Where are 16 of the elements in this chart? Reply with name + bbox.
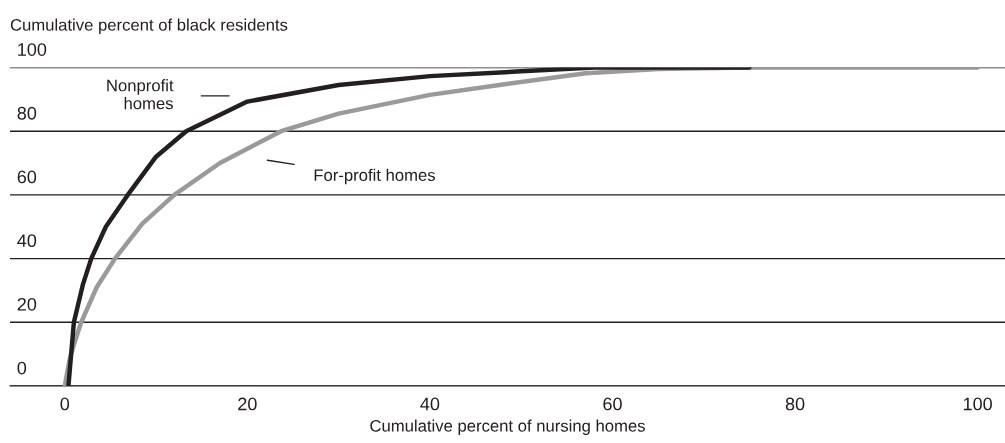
- x-tick-label: 40: [420, 397, 440, 411]
- y-tick-label: 40: [17, 234, 37, 248]
- y-tick-label: 100: [18, 43, 47, 56]
- x-tick-label: 100: [963, 397, 992, 411]
- x-tick-label: 80: [785, 397, 805, 411]
- x-axis-title: Cumulative percent of nursing homes: [370, 419, 645, 436]
- y-tick-label: 20: [17, 297, 37, 311]
- annotation: Nonprofit homes: [107, 79, 174, 110]
- y-tick-label: 0: [17, 361, 27, 375]
- x-tick-label: 0: [60, 397, 70, 411]
- y-axis-title: Cumulative percent of black residents: [10, 18, 288, 35]
- y-tick-label: 60: [17, 170, 37, 184]
- x-tick-label: 60: [603, 397, 622, 411]
- x-tick-label: 20: [238, 397, 257, 411]
- y-tick-label: 80: [17, 106, 37, 120]
- annotation: For-profit homes: [314, 168, 435, 185]
